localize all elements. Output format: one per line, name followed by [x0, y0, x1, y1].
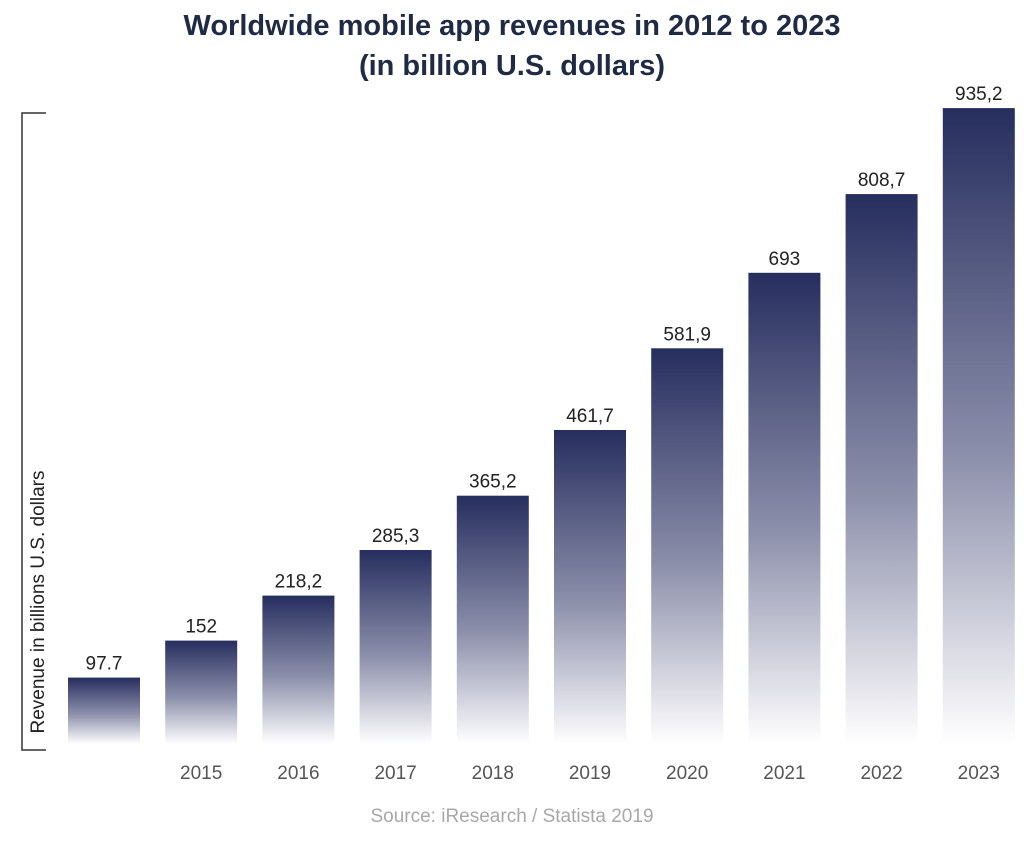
x-tick-label: 2018	[472, 763, 514, 784]
value-label: 808,7	[858, 170, 906, 191]
bar-2020	[651, 348, 724, 744]
value-label: 97.7	[86, 654, 123, 675]
bar-2017	[359, 550, 432, 744]
value-label: 218,2	[275, 572, 323, 593]
value-label: 152	[185, 617, 217, 638]
bars	[68, 108, 1015, 745]
x-tick-label: 2021	[763, 763, 805, 784]
x-tick-label: 2019	[569, 763, 611, 784]
bar-first	[68, 677, 140, 744]
x-tick-label: 2015	[180, 763, 222, 784]
chart-title-line-1: Worldwide mobile app revenues in 2012 to…	[183, 10, 841, 42]
bar-2015	[165, 640, 238, 744]
x-tick-label: 2016	[277, 763, 319, 784]
bar-2018	[456, 495, 529, 744]
value-label: 581,9	[663, 324, 711, 345]
bar-2016	[262, 595, 335, 744]
value-labels: 97.7 152 218,2 285,3 365,2 461,7 581,9 693 808,7…	[86, 84, 1003, 675]
bar-2021	[748, 272, 821, 744]
chart-title: Worldwide mobile app revenues in 2012 to…	[0, 6, 1024, 86]
source-note: Source: iResearch / Statista 2019	[370, 806, 654, 827]
bar-2022	[845, 194, 918, 745]
y-axis-bracket	[21, 112, 46, 751]
value-label: 935,2	[955, 84, 1003, 105]
value-label: 285,3	[372, 526, 420, 547]
bar-2023	[942, 108, 1015, 745]
value-label: 461,7	[566, 406, 614, 427]
bar-2019	[554, 430, 626, 744]
y-axis-label: Revenue in billions U.S. dollars	[28, 471, 49, 734]
y-axis-bracket-line	[21, 112, 46, 751]
value-label: 693	[769, 249, 801, 270]
chart-title-line-2: (in billion U.S. dollars)	[358, 50, 666, 82]
x-tick-label: 2017	[374, 763, 416, 784]
x-tick-label: 2023	[958, 763, 1000, 784]
x-tick-label: 2022	[860, 763, 902, 784]
x-tick-labels: 2015 2016 2017 2018 2019 2020 2021 2022 2023	[180, 763, 1000, 784]
value-label: 365,2	[469, 472, 517, 493]
x-tick-label: 2020	[666, 763, 708, 784]
